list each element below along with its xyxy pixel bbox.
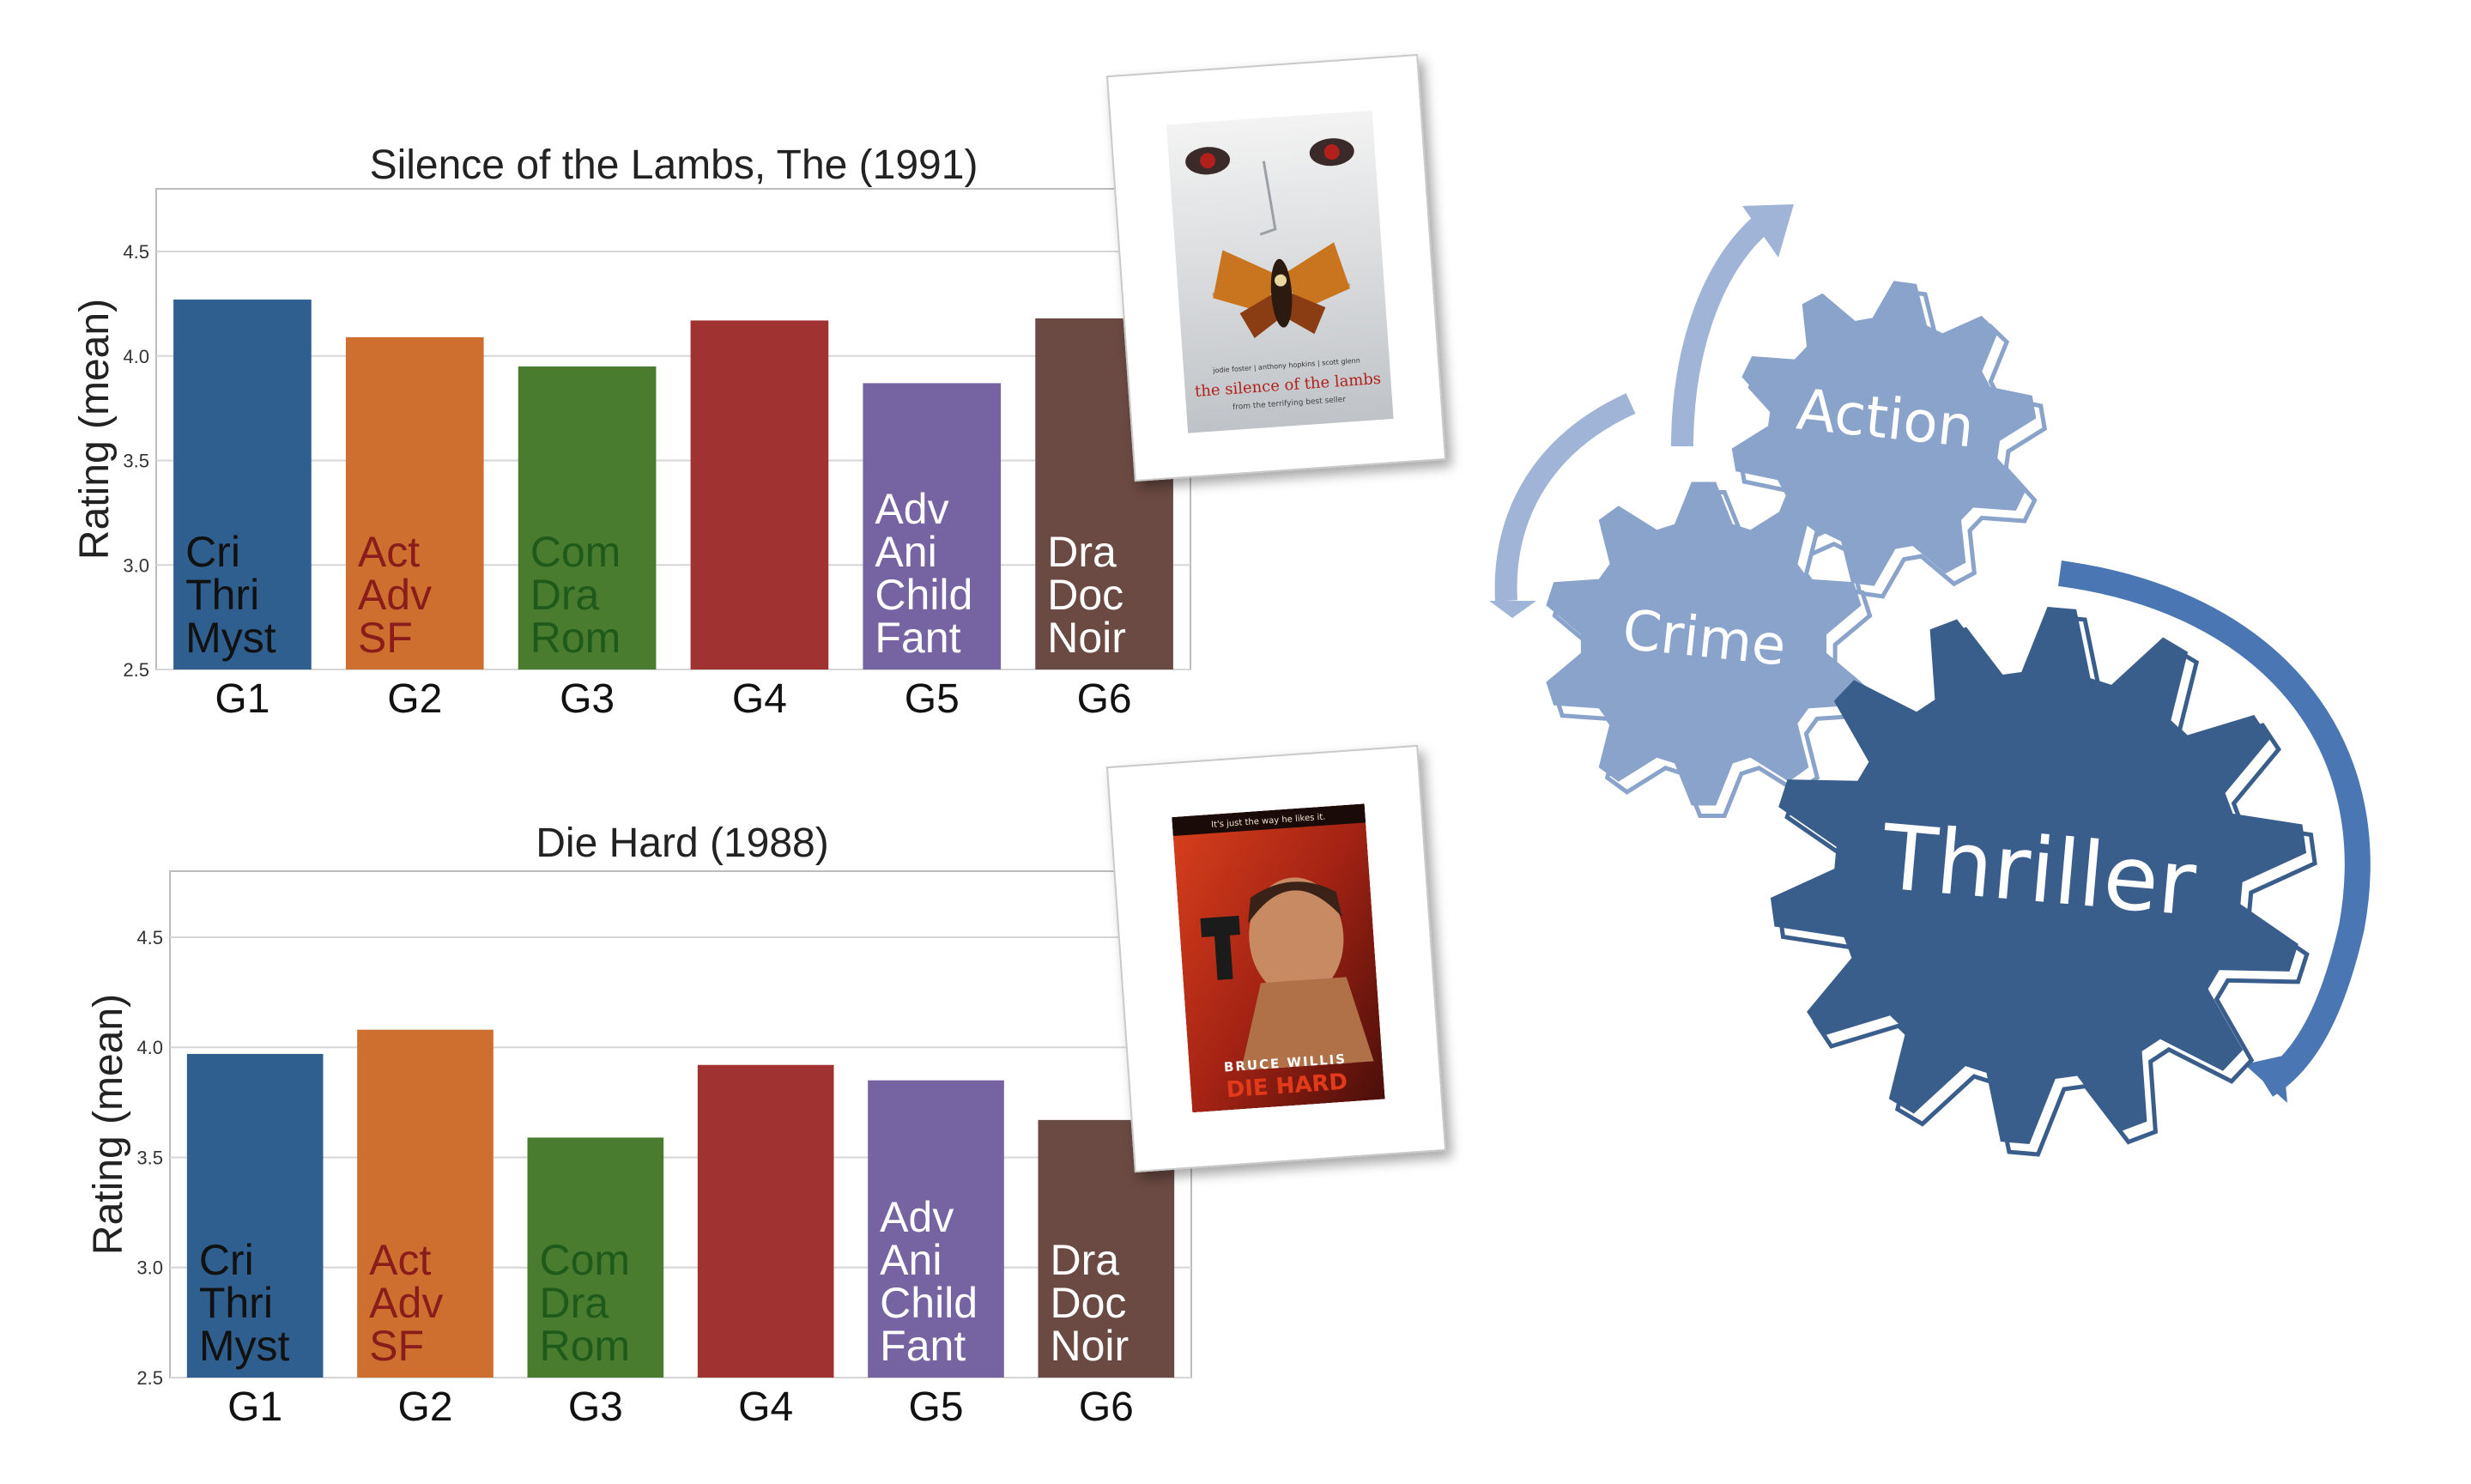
x-tick-label: G6 [1077,676,1132,722]
bar-genre-label: Child [880,1279,978,1327]
bar-g3 [527,1137,664,1378]
bar-g5 [868,1080,1004,1378]
bar-genre-label: Rom [540,1322,631,1370]
x-tick-label: G1 [227,1384,282,1430]
curved-arrow-crime [1489,393,1637,618]
bar-genre-label: Dra [530,571,600,619]
x-tick-label: G4 [738,1384,793,1430]
y-tick-label: 3.0 [123,554,149,576]
bar-genre-label: Fant [880,1322,966,1370]
bar-genre-label: SF [369,1322,424,1370]
bar-genre-label: Thri [199,1279,273,1327]
plot-area [169,870,1192,1378]
gear-body [1731,281,2037,586]
bar-genre-label: Com [540,1236,631,1284]
y-tick-label: 2.5 [123,659,149,681]
y-tick-label: 3.5 [136,1147,163,1168]
bar-g1 [173,300,312,669]
curved-arrow-action [1671,204,1794,464]
bar-genre-label: Noir [1047,614,1126,662]
bar-genre-label: Dra [540,1279,609,1327]
y-tick-label: 4.0 [136,1037,163,1058]
poster-silence-of-the-lambs: the silence of the lambs jodie foster | … [1105,53,1447,482]
y-tick-label: 3.5 [123,451,149,472]
bar-genre-label: Act [369,1236,431,1284]
chart-title: Silence of the Lambs, The (1991) [370,142,978,188]
gear-action [1731,281,2048,599]
bar-genre-label: Cri [199,1236,254,1284]
bar-genre-label: Child [875,571,972,619]
bar-genre-label: Adv [880,1193,954,1241]
poster-art: It's just the way he likes it. BRUCE WIL… [1172,803,1385,1113]
bar-g2 [357,1029,494,1378]
bar-g4 [690,320,829,669]
x-tick-label: G4 [732,676,787,722]
bar-g5 [863,383,1002,669]
bar-g2 [345,336,484,669]
y-tick-label: 4.0 [123,346,149,367]
bar-genre-label: Doc [1051,1279,1127,1327]
x-tick-label: G1 [215,676,270,722]
bar-genre-label: Cri [185,528,240,576]
bar-genre-label: Com [530,528,621,576]
x-tick-label: G5 [905,676,960,722]
poster-image: It's just the way he likes it. BRUCE WIL… [1172,803,1385,1113]
moth-icon [1213,242,1350,338]
bar-genre-label: Noir [1051,1322,1130,1370]
x-tick-label: G6 [1079,1384,1134,1430]
bar-genre-label: Ani [880,1236,942,1284]
poster-art: the silence of the lambs jodie foster | … [1166,110,1394,433]
plot-area [155,188,1191,670]
x-tick-label: G3 [568,1384,623,1430]
bar-genre-label: Act [358,528,420,576]
actor-figure-icon [1200,877,1374,1071]
x-tick-label: G2 [397,1384,452,1430]
bar-g4 [697,1064,834,1378]
y-axis-label: Rating (mean) [86,994,131,1255]
poster-image: the silence of the lambs jodie foster | … [1166,110,1394,433]
y-tick-label: 3.0 [136,1257,163,1279]
bar-genre-label: Fant [875,614,960,662]
bar-genre-label: Dra [1047,528,1117,576]
x-tick-label: G3 [560,676,615,722]
bar-genre-label: Myst [199,1322,290,1370]
chart-die-hard: Die Hard (1988) Rating (mean) 2.5 3.0 3.5 4… [86,821,1192,1430]
curved-arrow-thriller [2058,560,2371,1103]
bar-genre-label: Myst [185,614,276,662]
bar-genre-label: Ani [875,528,936,576]
poster-die-hard: It's just the way he likes it. BRUCE WIL… [1105,744,1447,1173]
gear-crime [1546,482,1873,818]
x-tick-label: G2 [387,676,442,722]
bar-g1 [186,1053,324,1378]
chart-title: Die Hard (1988) [536,821,828,866]
bar-genre-label: Adv [369,1279,443,1327]
y-tick-label: 2.5 [136,1367,163,1389]
gear-thriller [1770,607,2317,1157]
gear-body [1546,482,1862,806]
bar-genre-label: Adv [875,485,948,533]
bar-genre-label: Adv [358,571,432,619]
bar-genre-label: Doc [1047,571,1123,619]
bar-genre-label: SF [358,614,413,662]
gear-body [1770,607,2307,1144]
bar-g3 [518,366,657,669]
bar-genre-label: Thri [185,571,259,619]
x-tick-label: G5 [908,1384,963,1430]
chart-silence-of-the-lambs: Silence of the Lambs, The (1991) Rating … [72,142,1191,722]
y-tick-label: 4.5 [123,241,149,263]
bar-genre-label: Rom [530,614,621,662]
bar-genre-label: Dra [1051,1236,1120,1284]
y-axis-label: Rating (mean) [72,299,118,560]
y-tick-label: 4.5 [136,927,163,948]
